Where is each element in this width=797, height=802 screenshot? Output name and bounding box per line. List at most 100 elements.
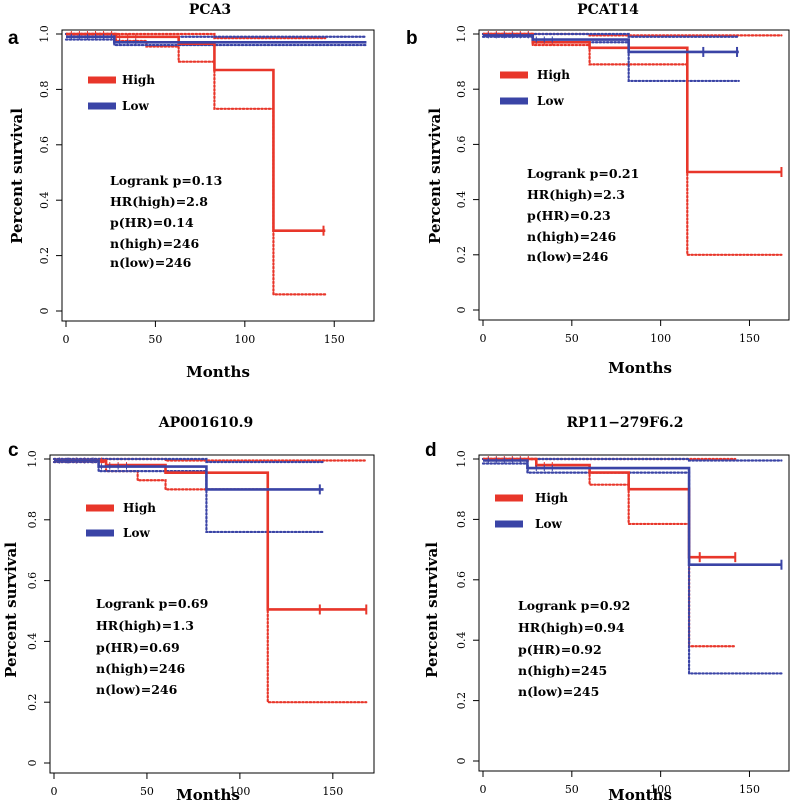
y-axis-label: Percent survival [8, 108, 26, 244]
x-axis-label: Months [186, 363, 250, 381]
stat-line: n(high)=246 [96, 661, 185, 676]
high-survival-line [483, 457, 736, 559]
stat-line: p(HR)=0.14 [110, 215, 194, 230]
legend-label-low: Low [123, 526, 150, 540]
y-axis-label: Percent survival [426, 108, 444, 244]
low-survival-line [483, 34, 739, 54]
panel-b: PCAT14 b 0 50 100 150 0 0.2 0.4 0.6 0.8 1.0 Months Pe… [406, 2, 790, 377]
y-tick-label: 0.4 [26, 633, 39, 651]
stat-line: n(high)=245 [518, 663, 607, 678]
stat-line: n(low)=246 [96, 682, 178, 697]
x-axis-label: Months [608, 359, 672, 377]
high-survival-line [54, 459, 367, 611]
y-tick-label: 0.4 [38, 191, 51, 209]
y-tick-label: 0.6 [455, 571, 468, 589]
stat-line: HR(high)=2.3 [527, 187, 625, 202]
stat-line: n(high)=246 [527, 229, 616, 244]
x-tick-label: 50 [148, 333, 162, 346]
y-tick-label: 1.0 [38, 25, 51, 43]
legend-label-high: High [122, 73, 155, 87]
y-tick-label: 0.8 [455, 80, 468, 98]
x-tick-label: 50 [565, 783, 579, 796]
x-tick-label: 100 [650, 332, 671, 345]
y-tick-label: 0.2 [455, 246, 468, 263]
legend-label-low: Low [122, 99, 149, 113]
high-lower-ci-line [481, 457, 737, 648]
x-tick-label: 50 [565, 332, 579, 345]
panel-label: d [425, 440, 437, 461]
high-lower-ci-line [64, 32, 327, 296]
x-tick-label: 100 [229, 785, 250, 798]
y-axis-label: Percent survival [423, 542, 441, 678]
low-upper-ci-line [52, 457, 325, 464]
y-tick-label: 0.2 [26, 693, 39, 711]
stat-line: p(HR)=0.23 [527, 208, 611, 223]
panel-d: RP11−279F6.2 d 0 50 100 150 0 0.2 0.4 0.6 0.8 1.0 Mo… [423, 415, 790, 802]
stat-line: Logrank p=0.92 [518, 598, 630, 613]
chart-title: RP11−279F6.2 [567, 415, 684, 431]
low-upper-ci-line [481, 32, 740, 38]
y-tick-label: 0 [26, 760, 39, 767]
plot-frame [61, 29, 375, 322]
plot-frame [478, 29, 790, 321]
plot-frame [478, 454, 790, 772]
y-tick-label: 0.8 [38, 81, 51, 99]
panel-a: PCA3 a 0 50 100 150 0 0.2 0.4 0.6 0.8 1.0 Months Perc… [8, 2, 375, 381]
stat-line: Logrank p=0.21 [527, 166, 639, 181]
x-tick-label: 100 [234, 333, 255, 346]
x-tick-label: 100 [650, 783, 671, 796]
y-tick-label: 0.6 [455, 136, 468, 154]
legend-label-high: High [123, 501, 156, 515]
y-tick-label: 0 [455, 307, 468, 314]
x-tick-label: 150 [324, 333, 345, 346]
y-tick-label: 0.6 [38, 136, 51, 154]
stat-line: Logrank p=0.13 [110, 173, 222, 188]
chart-title: PCAT14 [577, 2, 639, 18]
stat-line: HR(high)=1.3 [96, 618, 194, 633]
x-axis-label: Months [176, 786, 240, 802]
panel-c: AP001610.9 c 0 50 100 150 0 0.2 0.4 0.6 0.8 1.0 Mont… [2, 415, 375, 802]
high-survival-line [66, 32, 326, 232]
stat-line: n(high)=246 [110, 236, 199, 251]
y-tick-label: 0 [455, 758, 468, 765]
y-tick-label: 0.8 [455, 511, 468, 529]
legend-label-high: High [535, 491, 568, 505]
low-upper-ci-line [481, 457, 783, 462]
low-survival-line [483, 459, 782, 566]
y-tick-label: 0.8 [26, 511, 39, 529]
panel-label: c [8, 440, 19, 461]
plot-frame [49, 454, 375, 774]
x-tick-label: 150 [322, 785, 343, 798]
y-tick-label: 1.0 [455, 450, 468, 468]
legend-label-low: Low [535, 517, 562, 531]
y-tick-label: 0.6 [26, 572, 39, 590]
x-tick-label: 0 [63, 333, 70, 346]
stat-line: n(low)=245 [518, 684, 599, 699]
stat-line: HR(high)=2.8 [110, 194, 208, 209]
panel-label: b [406, 28, 418, 49]
y-tick-label: 0.2 [38, 247, 51, 265]
x-axis-label: Months [608, 786, 672, 802]
stat-line: HR(high)=0.94 [518, 620, 625, 635]
x-tick-label: 150 [739, 332, 760, 345]
stat-line: p(HR)=0.92 [518, 642, 602, 657]
chart-title: AP001610.9 [158, 415, 253, 431]
x-tick-label: 0 [480, 332, 487, 345]
legend-label-high: High [537, 68, 570, 82]
x-tick-label: 0 [480, 783, 487, 796]
y-tick-label: 0.4 [455, 191, 468, 209]
stat-line: n(low)=246 [527, 249, 609, 264]
y-tick-label: 0 [38, 308, 51, 315]
x-tick-label: 0 [51, 785, 58, 798]
y-tick-label: 0.4 [455, 631, 468, 649]
low-survival-line [54, 459, 324, 491]
chart-title: PCA3 [189, 2, 231, 18]
y-tick-label: 1.0 [26, 450, 39, 468]
legend-label-low: Low [537, 94, 564, 108]
y-axis-label: Percent survival [2, 542, 20, 678]
low-lower-ci-line [52, 460, 325, 534]
panel-label: a [8, 28, 19, 49]
stat-line: p(HR)=0.69 [96, 640, 180, 655]
stat-line: n(low)=246 [110, 255, 192, 270]
